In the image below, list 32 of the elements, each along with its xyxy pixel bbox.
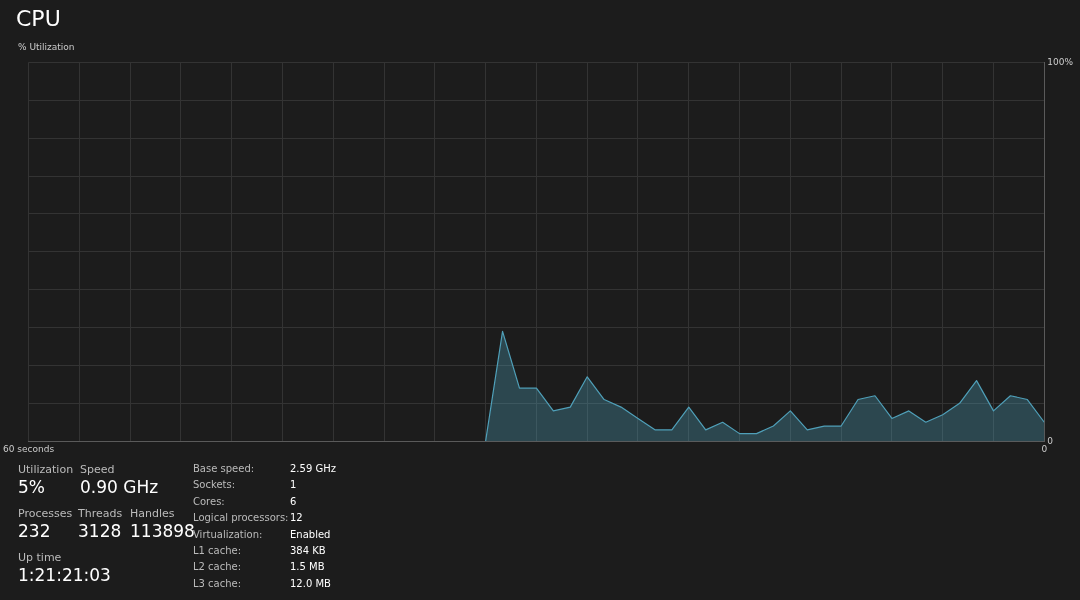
text: Cores: bbox=[193, 495, 225, 507]
text: Sockets: bbox=[193, 479, 236, 491]
text: L2 cache: bbox=[193, 561, 242, 573]
text: Up time bbox=[18, 551, 62, 564]
text: 12.0 MB bbox=[290, 577, 331, 589]
text: 12 bbox=[290, 512, 303, 524]
text: 1 bbox=[290, 479, 297, 491]
chart-title: CPU bbox=[16, 6, 61, 31]
text: Threads bbox=[78, 507, 123, 520]
text: Logical processors: bbox=[193, 512, 289, 524]
text: 384 KB bbox=[290, 545, 326, 556]
text: L3 cache: bbox=[193, 577, 242, 589]
text: Base speed: bbox=[193, 463, 255, 474]
text: 5% bbox=[18, 477, 45, 497]
text: 3128 bbox=[78, 521, 122, 541]
text: Enabled bbox=[290, 528, 331, 540]
text: Virtualization: bbox=[193, 528, 263, 540]
text: 113898 bbox=[130, 521, 195, 541]
text: Processes bbox=[18, 507, 73, 520]
text: Speed bbox=[80, 463, 115, 476]
text: 2.59 GHz bbox=[290, 463, 336, 474]
text: 1:21:21:03 bbox=[18, 565, 111, 585]
text: 232 bbox=[18, 521, 51, 541]
text: L1 cache: bbox=[193, 545, 242, 556]
text: 0.90 GHz bbox=[80, 477, 159, 497]
y-tick-label: 100% bbox=[1047, 56, 1074, 67]
text: Handles bbox=[130, 507, 175, 520]
text: 1.5 MB bbox=[290, 561, 325, 573]
text: Utilization bbox=[18, 463, 74, 476]
text: 6 bbox=[290, 495, 297, 507]
x-tick-label: 60 seconds bbox=[3, 443, 55, 454]
y-axis-title: % Utilization bbox=[18, 42, 75, 52]
